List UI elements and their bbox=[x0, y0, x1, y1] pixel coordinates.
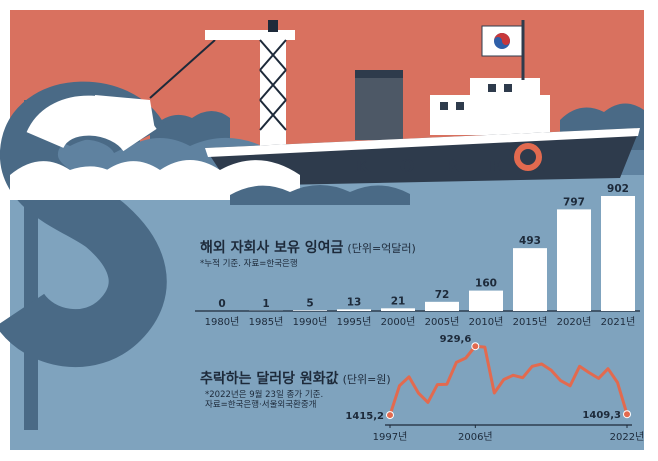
ship-window bbox=[440, 102, 448, 110]
life-ring-icon bbox=[514, 143, 542, 171]
bar bbox=[601, 196, 635, 311]
bar-value-label: 797 bbox=[563, 196, 585, 208]
wave-front bbox=[230, 185, 410, 205]
bar-category-label: 2005년 bbox=[425, 316, 460, 328]
ship-lettering: K O R E A bbox=[355, 157, 557, 177]
bar-value-label: 1 bbox=[262, 298, 269, 310]
bar-category-label: 2000년 bbox=[381, 316, 416, 328]
line-tick-label: 2006년 bbox=[458, 431, 493, 443]
line-chart-unit: (단위=원) bbox=[343, 373, 391, 386]
crane-cab bbox=[268, 20, 278, 32]
bar bbox=[425, 301, 459, 311]
dollar-foam bbox=[26, 95, 157, 153]
line-value-label: 1415,2 bbox=[345, 411, 384, 422]
bar-chart-title: 해외 자회사 보유 잉여금 (단위=억달러) bbox=[200, 239, 416, 256]
line-chart: 추락하는 달러당 원화값 (단위=원) *2022년은 9월 23일 종가 기준.… bbox=[200, 334, 644, 443]
line-chart-title-text: 추락하는 달러당 원화값 bbox=[200, 370, 339, 387]
bar bbox=[381, 308, 415, 311]
line-point bbox=[386, 411, 394, 420]
foam-wave-left bbox=[10, 161, 120, 200]
ship-window bbox=[504, 84, 512, 92]
ship-hull bbox=[205, 128, 640, 186]
line-value-label: 929,6 bbox=[440, 334, 472, 345]
bar-value-label: 160 bbox=[475, 278, 497, 290]
bar-value-label: 0 bbox=[218, 298, 225, 310]
hook-weight bbox=[95, 95, 155, 130]
bar-chart: 해외 자회사 보유 잉여금 (단위=억달러) *누적 기준. 자료=한국은행 0 1… bbox=[195, 183, 640, 328]
bar-category-label: 1985년 bbox=[249, 316, 284, 328]
bar-category-label: 2010년 bbox=[469, 316, 504, 328]
bar bbox=[557, 209, 591, 311]
crane-cable bbox=[149, 39, 216, 99]
ship-deck-stripe bbox=[205, 128, 640, 157]
line-chart-note-1: *2022년은 9월 23일 종가 기준. bbox=[205, 389, 323, 400]
bar-category-label: 1995년 bbox=[337, 316, 372, 328]
bar bbox=[293, 310, 327, 311]
line-chart-title: 추락하는 달러당 원화값 (단위=원) bbox=[200, 370, 391, 387]
ship-bridge bbox=[430, 95, 550, 135]
bar-category-label: 1980년 bbox=[205, 316, 240, 328]
bar-category-label: 1990년 bbox=[293, 316, 328, 328]
crane-icon bbox=[149, 20, 295, 150]
ship-icon: K O R E A bbox=[205, 20, 640, 186]
line-chart-note-2: 자료=한국은행·서울외국환중개 bbox=[205, 399, 317, 410]
bar-value-label: 13 bbox=[347, 296, 362, 308]
bar-chart-unit: (단위=억달러) bbox=[347, 242, 415, 255]
crane-boom bbox=[205, 30, 295, 40]
bar-chart-title-text: 해외 자회사 보유 잉여금 bbox=[200, 239, 344, 256]
bar bbox=[337, 309, 371, 311]
line-value-label: 1409,3 bbox=[582, 410, 621, 421]
ship-funnel-top bbox=[355, 70, 403, 78]
ship-window bbox=[488, 84, 496, 92]
bar-category-label: 2015년 bbox=[513, 316, 548, 328]
bar-value-label: 493 bbox=[519, 235, 541, 247]
line-tick-label: 2022년 bbox=[610, 431, 645, 443]
line-layer: 1415,2 929,6 1409,3 1997년 2006년 2022년 bbox=[345, 334, 644, 443]
life-ring bbox=[514, 143, 542, 171]
line-series bbox=[388, 344, 629, 416]
bar-value-label: 902 bbox=[607, 183, 629, 195]
bar-category-label: 2021년 bbox=[601, 316, 636, 328]
bar-category-label: 2020년 bbox=[557, 316, 592, 328]
flag-taeguk-red bbox=[494, 33, 510, 45]
bars: 0 1980년 1 1985년 5 1990년 13 1995년 21 2000년 72 2005년 1… bbox=[205, 183, 636, 328]
line-point bbox=[471, 342, 480, 351]
line-point bbox=[623, 410, 631, 419]
ship-funnel bbox=[355, 70, 403, 140]
line-tick-label: 1997년 bbox=[373, 431, 408, 443]
bar-chart-note: *누적 기준. 자료=한국은행 bbox=[200, 258, 298, 269]
taegukgi-flag-icon bbox=[481, 25, 523, 57]
crane-truss bbox=[259, 39, 287, 131]
bar-value-label: 21 bbox=[391, 295, 406, 307]
bar-value-label: 72 bbox=[435, 289, 450, 301]
bar bbox=[469, 290, 503, 311]
ship-window bbox=[456, 102, 464, 110]
bar bbox=[513, 248, 547, 311]
bar-value-label: 5 bbox=[306, 297, 313, 309]
